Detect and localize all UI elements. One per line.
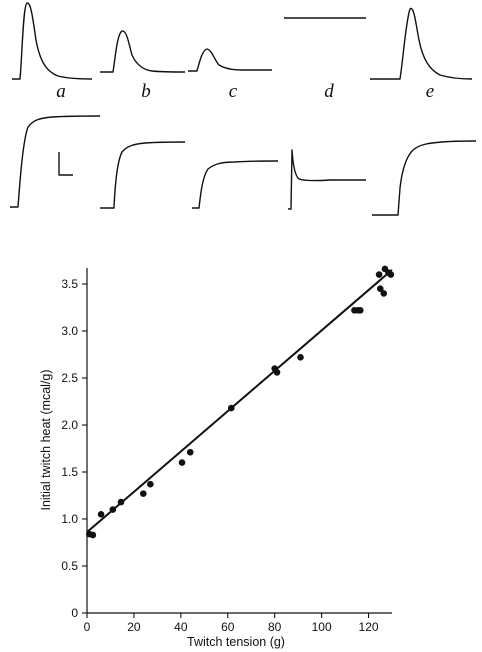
fit-line bbox=[86, 269, 393, 533]
x-tick-label: 80 bbox=[268, 620, 282, 634]
data-point bbox=[387, 271, 395, 278]
scale-bar bbox=[58, 152, 73, 176]
y-tick-label: 1.5 bbox=[61, 465, 78, 479]
axis-ticks bbox=[82, 283, 370, 618]
x-tick-label: 120 bbox=[359, 620, 379, 634]
data-point bbox=[375, 271, 383, 278]
panel-labels: a b c d e bbox=[56, 81, 434, 102]
scatter-plot: 0 20 40 60 80 100 120 0 0.5 1.0 1.5 2.0 2.5 3.0 3.5 Tw… bbox=[39, 265, 395, 649]
y-tick-label: 0 bbox=[71, 606, 78, 620]
data-point bbox=[273, 369, 281, 376]
data-point bbox=[89, 531, 97, 539]
y-tick-label: 1.0 bbox=[61, 512, 78, 526]
y-tick-label: 3.0 bbox=[61, 324, 78, 338]
data-point bbox=[297, 354, 304, 361]
data-point bbox=[117, 498, 125, 506]
data-point bbox=[147, 480, 154, 488]
trace-a bbox=[12, 2, 93, 80]
top-traces bbox=[12, 2, 473, 80]
bottom-traces bbox=[10, 115, 477, 216]
y-tick-label: 0.5 bbox=[61, 559, 78, 573]
data-point bbox=[140, 490, 147, 497]
y-axis-title: Initial twitch heat (mcal/g) bbox=[39, 369, 53, 510]
data-points bbox=[86, 265, 395, 539]
data-point bbox=[380, 290, 388, 297]
heat-trace-e bbox=[372, 140, 477, 216]
data-point bbox=[97, 511, 105, 518]
panel-label-a: a bbox=[56, 81, 66, 102]
x-tick-label: 20 bbox=[127, 620, 141, 634]
panel-label-b: b bbox=[141, 81, 151, 102]
data-point bbox=[109, 506, 117, 513]
axis-tick-labels: 0 20 40 60 80 100 120 0 0.5 1.0 1.5 2.0 2.5 3.0 3.5 bbox=[61, 277, 379, 634]
data-point bbox=[357, 307, 364, 314]
panel-label-e: e bbox=[426, 81, 434, 102]
y-tick-label: 2.5 bbox=[61, 371, 78, 385]
x-tick-label: 60 bbox=[221, 620, 235, 634]
trace-e bbox=[370, 7, 473, 80]
trace-b bbox=[100, 30, 186, 73]
trace-c bbox=[188, 48, 272, 72]
heat-trace-c bbox=[192, 160, 279, 209]
data-point bbox=[178, 459, 186, 466]
x-tick-label: 100 bbox=[312, 620, 332, 634]
panel-label-d: d bbox=[324, 81, 334, 102]
data-point bbox=[376, 285, 384, 293]
y-tick-label: 3.5 bbox=[61, 277, 78, 291]
x-tick-label: 40 bbox=[174, 620, 188, 634]
y-tick-label: 2.0 bbox=[61, 418, 78, 432]
heat-trace-a bbox=[10, 115, 101, 208]
data-point bbox=[186, 448, 194, 456]
panel-label-c: c bbox=[229, 81, 238, 102]
heat-trace-d bbox=[288, 149, 366, 210]
data-point bbox=[227, 404, 235, 412]
x-tick-label: 0 bbox=[84, 620, 91, 634]
heat-trace-b bbox=[100, 141, 186, 209]
x-axis-title: Twitch tension (g) bbox=[187, 635, 285, 649]
